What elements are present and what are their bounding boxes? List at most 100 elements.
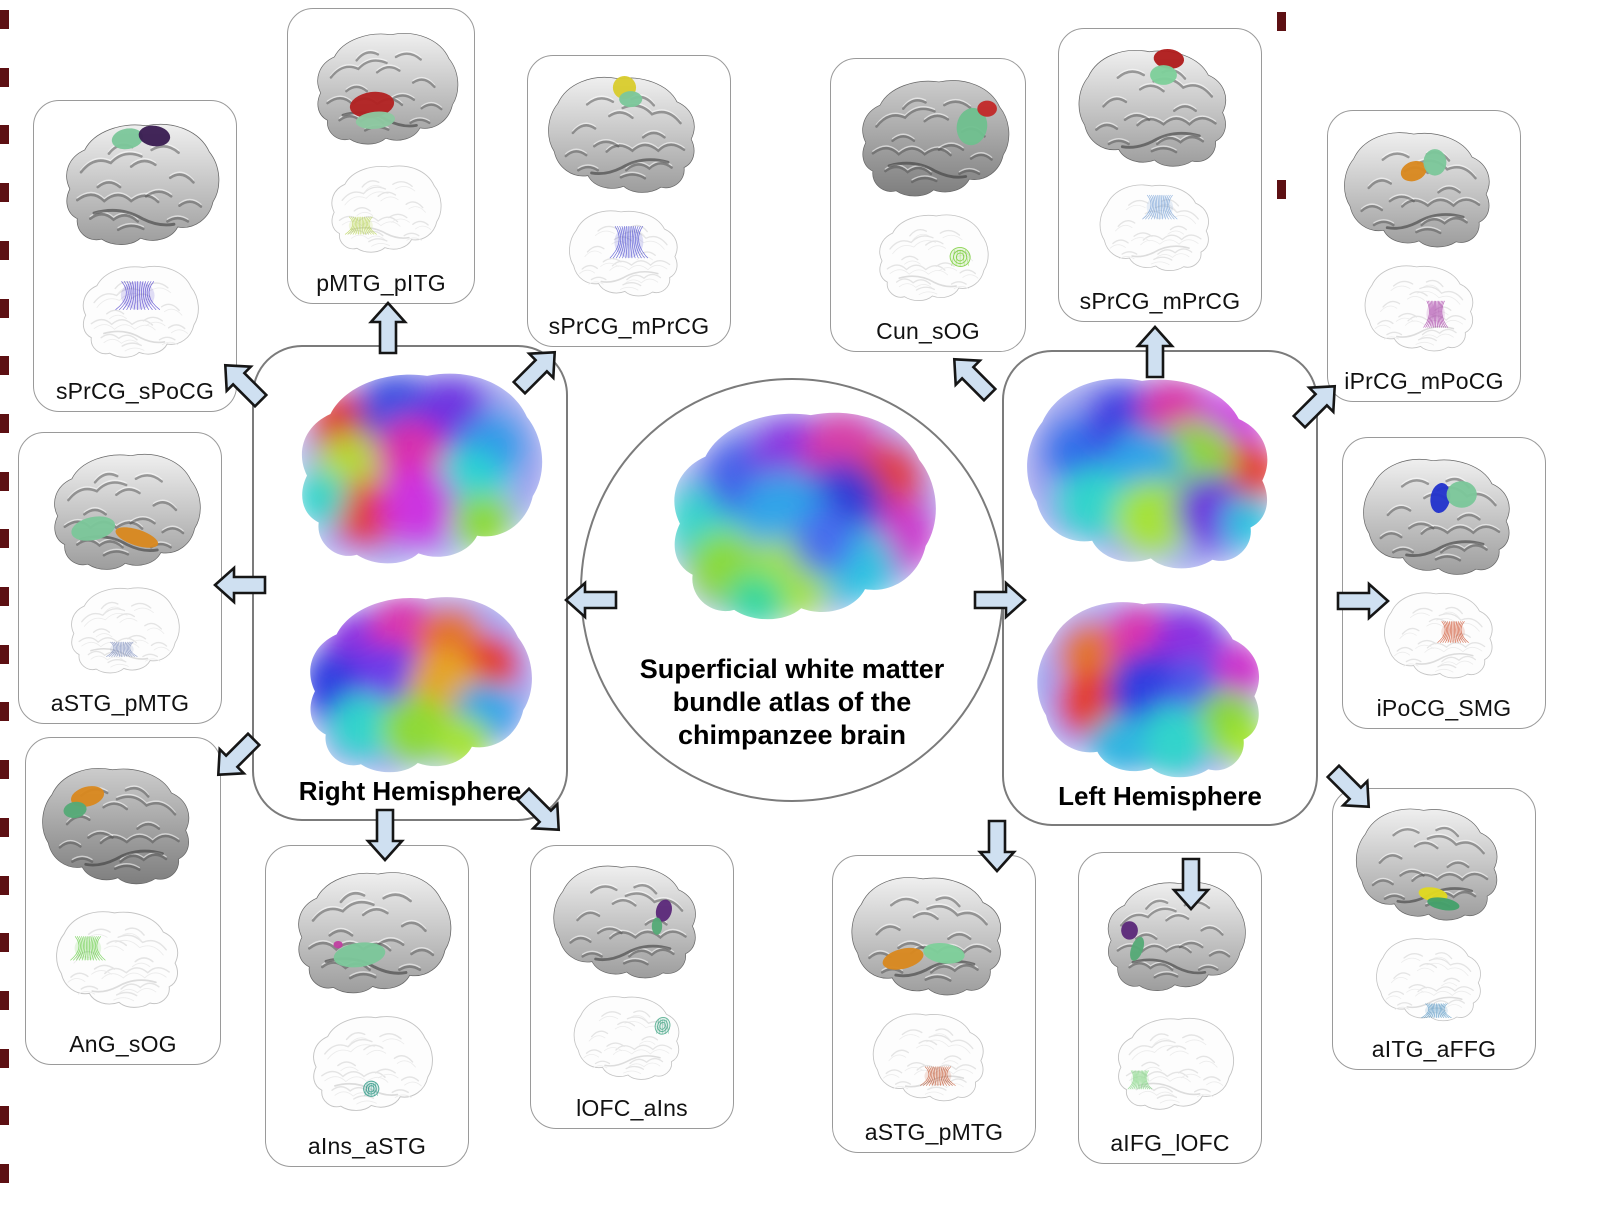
cortical-region [333, 940, 343, 949]
right-hemisphere-box: Right Hemisphere [252, 345, 568, 821]
panel-cun-sog: Cun_sOG [830, 58, 1026, 352]
edge-mark [0, 818, 9, 837]
fiber-bundle-brain [843, 208, 1014, 307]
cortical-regions-brain [27, 445, 213, 578]
title-line-1: Superficial white matter [639, 654, 945, 685]
cortical-region [923, 942, 965, 964]
cortical-regions-brain [1086, 865, 1253, 1008]
cortical-region [1121, 921, 1139, 941]
edge-mark [0, 299, 9, 318]
cortical-region [1153, 48, 1185, 69]
fiber-bundle-brain [1355, 586, 1533, 685]
tractogram-brain-rendering [674, 412, 937, 620]
edge-mark [0, 1106, 9, 1125]
bundle-name-label: pMTG_pITG [316, 270, 446, 296]
cortical-region [1130, 937, 1145, 962]
cortical-region [111, 128, 144, 150]
tractogram-brain-rendering [1037, 602, 1260, 778]
arrow-icon [952, 357, 998, 403]
translucent-brain-rendering [872, 1013, 984, 1102]
bundle-name-label: aSTG_pMTG [864, 1119, 1004, 1145]
cortical-region [1430, 482, 1451, 513]
fiber-bundle-brain [38, 904, 209, 1015]
cortical-region [115, 526, 159, 548]
cortical-regions-brain [274, 859, 460, 1006]
edge-mark [0, 472, 9, 491]
edge-mark [0, 414, 9, 433]
panel-ang-sog: AnG_sOG [25, 737, 221, 1065]
cortical-region [619, 90, 643, 107]
gray-brain-rendering [862, 79, 1009, 197]
fiber-bundle [654, 1016, 671, 1035]
panel-lofc-ains: lOFC_aIns [530, 845, 734, 1129]
translucent-brain-rendering [1364, 265, 1473, 352]
translucent-brain-rendering [1384, 592, 1493, 679]
edge-mark [0, 587, 9, 606]
edge-mark [0, 933, 9, 952]
panel-sprcg-mprcg-left: sPrCG_mPrCG [1058, 28, 1262, 322]
edge-mark [0, 1164, 9, 1183]
cortical-region [1423, 148, 1447, 176]
panel-astg-pmtg-right: aSTG_pMTG [18, 432, 222, 724]
edge-mark [0, 702, 9, 721]
cortical-region [350, 91, 395, 118]
edge-mark [0, 645, 9, 664]
fiber-bundle [920, 1066, 956, 1086]
fiber-bundle [69, 936, 106, 961]
gray-brain-rendering [42, 768, 189, 885]
gray-brain-rendering [1108, 882, 1246, 992]
bundle-name-label: iPoCG_SMG [1376, 695, 1512, 721]
cortical-region [1150, 64, 1178, 85]
fiber-bundle [949, 246, 971, 267]
left-hemisphere-tractogram-top [1013, 360, 1306, 587]
tractogram-brain-rendering [1027, 378, 1268, 569]
left-hemisphere-label: Left Hemisphere [1058, 781, 1262, 811]
fiber-bundle-brain [1340, 259, 1509, 358]
fiber-bundle [345, 216, 377, 235]
translucent-brain-rendering [1117, 1018, 1234, 1110]
edge-mark [0, 991, 9, 1010]
bundle-name-label: sPrCG_sPoCG [55, 378, 215, 404]
gray-brain-rendering [66, 124, 220, 246]
cortical-regions-brain [1336, 123, 1513, 256]
cortical-region [956, 107, 987, 145]
edge-mark [0, 1049, 9, 1068]
translucent-brain-rendering [1376, 938, 1481, 1021]
fiber-bundle-brain [278, 1009, 456, 1118]
fiber-bundle [115, 281, 161, 311]
title-line-2: bundle atlas of the [672, 687, 912, 718]
panel-ains-astg: aIns_aSTG [265, 845, 469, 1167]
tractogram-brain-rendering [310, 597, 533, 773]
fiber-bundle [363, 1080, 380, 1098]
cortical-regions-brain [34, 751, 212, 901]
fiber-bundle [1422, 300, 1448, 328]
gray-brain-rendering [1356, 808, 1498, 921]
fiber-bundle-brain [1090, 1011, 1250, 1116]
fiber-bundle [1127, 1070, 1152, 1090]
tractogram-brain-rendering [302, 373, 543, 564]
fiber-bundle-brain [1071, 178, 1249, 277]
cortical-region [71, 515, 116, 541]
cortical-region [655, 899, 673, 922]
bundle-name-label: sPrCG_mPrCG [1079, 288, 1241, 314]
gray-brain-rendering [1343, 132, 1490, 247]
fiber-bundle-brain [543, 990, 721, 1086]
gray-brain-rendering [54, 453, 201, 570]
cortical-region [1446, 480, 1477, 508]
bundle-name-label: Cun_sOG [876, 318, 980, 344]
bundle-name-label: lOFC_aIns [576, 1095, 688, 1121]
cortical-region [1400, 160, 1427, 181]
cortical-regions-brain [539, 857, 725, 987]
gray-brain-rendering [548, 75, 695, 193]
cortical-region [1427, 897, 1460, 911]
edge-mark [1277, 12, 1286, 31]
panel-aitg-affg: aITG_aFFG [1332, 788, 1536, 1070]
translucent-brain-rendering [313, 1016, 433, 1112]
fiber-bundle [609, 225, 649, 259]
fiber-bundle-brain [31, 581, 209, 680]
edge-mark [0, 10, 9, 29]
cortical-regions-brain [536, 68, 722, 201]
bundle-name-label: aIns_aSTG [307, 1133, 427, 1159]
translucent-brain-rendering [71, 587, 180, 674]
fiber-bundle-brain [46, 259, 224, 364]
